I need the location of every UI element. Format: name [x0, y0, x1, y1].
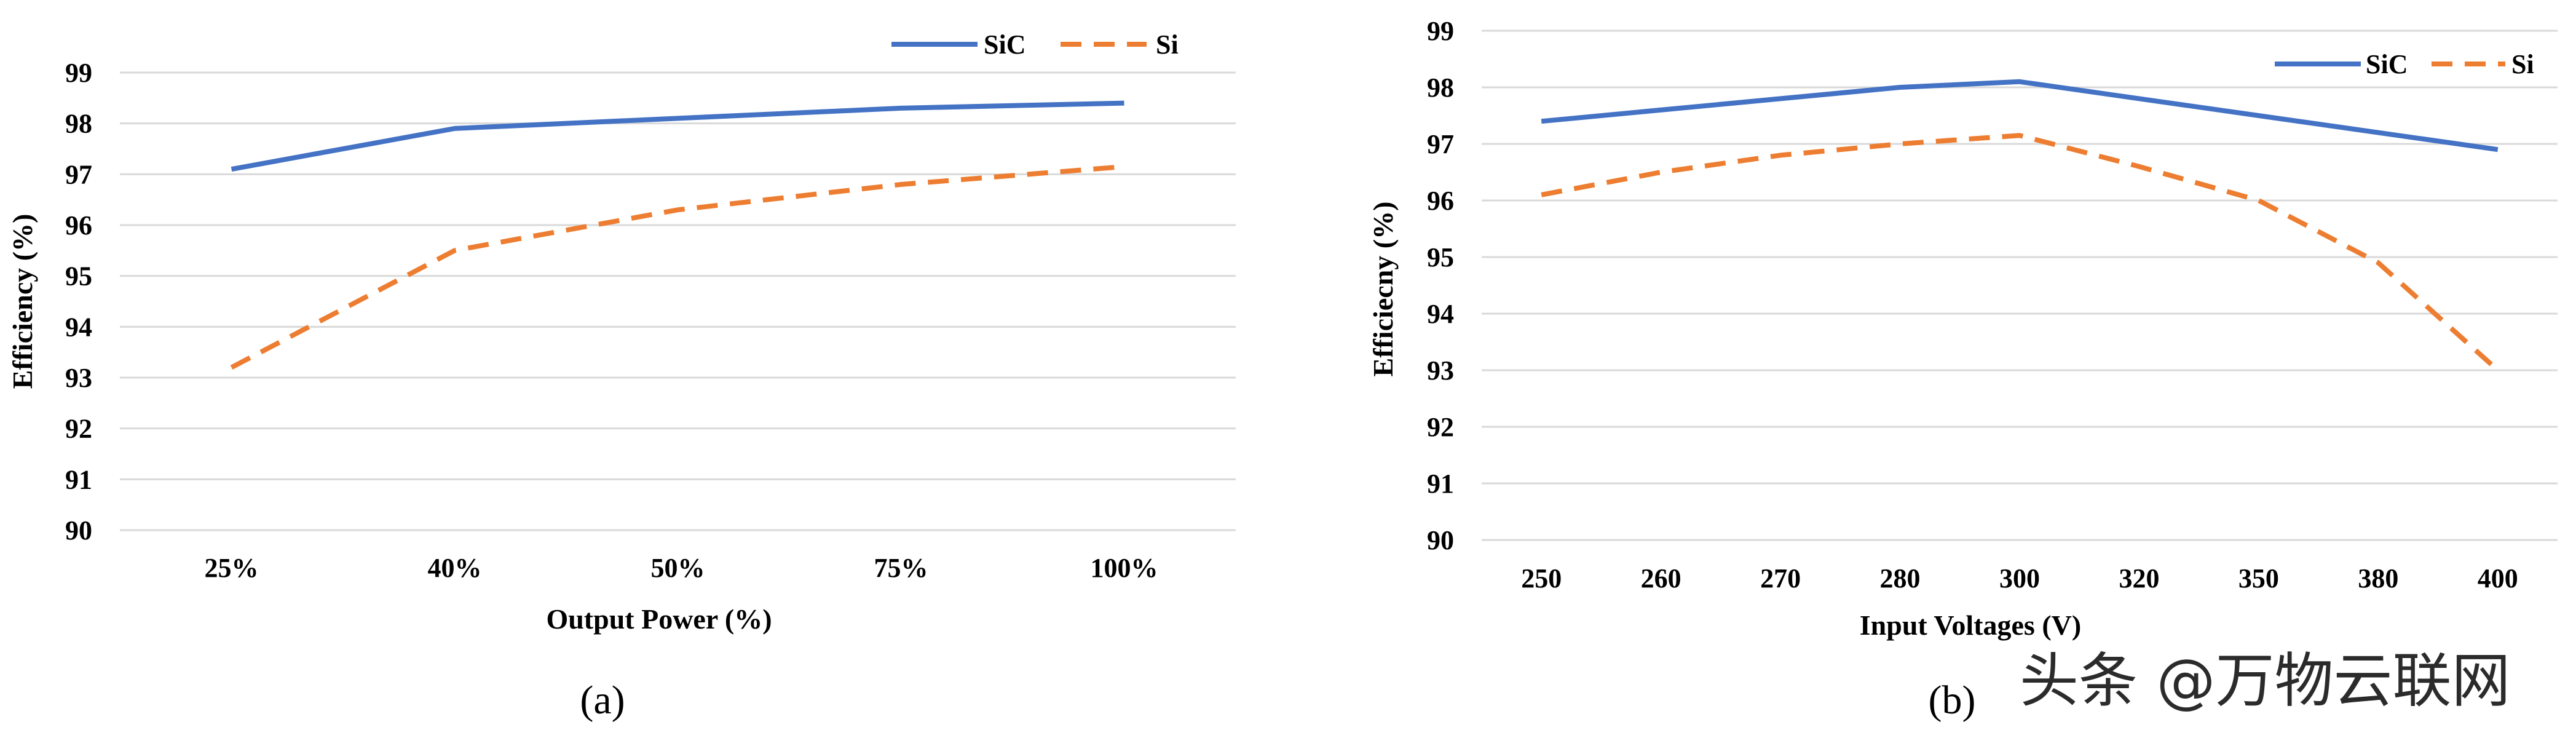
x-tick-label: 350 [2238, 563, 2279, 593]
y-axis-title: Efficiecny (%) [1367, 202, 1399, 377]
x-tick-label: 280 [1880, 563, 1921, 593]
panel-label: (a) [580, 678, 625, 723]
x-tick-label: 260 [1641, 563, 1681, 593]
chart-output-power: 90 91 92 93 94 95 96 97 98 99 25% 40% 50% 75% 100% Outp… [7, 30, 1236, 723]
x-tick-label: 300 [1999, 563, 2040, 593]
legend-label-si: Si [1156, 30, 1179, 60]
x-tick-label: 40% [428, 553, 482, 583]
legend-label-si: Si [2511, 49, 2534, 79]
panel-label: (b) [1929, 678, 1976, 723]
x-tick-label: 100% [1091, 553, 1158, 583]
y-axis-title: Efficiency (%) [7, 214, 38, 389]
legend: SiC Si [2275, 49, 2534, 79]
x-tick-label: 380 [2358, 563, 2398, 593]
y-tick-label: 90 [1427, 525, 1454, 555]
y-tick-label: 95 [65, 261, 92, 292]
x-tick-label: 250 [1521, 563, 1562, 593]
y-tick-label: 95 [1427, 242, 1454, 272]
x-tick-label: 75% [874, 553, 928, 583]
y-tick-label: 96 [1427, 186, 1454, 216]
y-tick-label: 98 [65, 109, 92, 139]
legend-label-sic: SiC [984, 30, 1025, 60]
y-tick-label: 99 [65, 58, 92, 88]
x-axis-title: Input Voltages (V) [1860, 609, 2081, 641]
series-line-si [230, 164, 1124, 370]
y-tick-label: 93 [1427, 355, 1454, 386]
x-tick-label: 320 [2119, 563, 2159, 593]
y-tick-label: 92 [1427, 412, 1454, 442]
legend-label-sic: SiC [2366, 49, 2408, 79]
y-tick-label: 93 [65, 363, 92, 393]
legend: SiC Si [891, 30, 1179, 60]
y-tick-label: 97 [65, 159, 92, 189]
watermark-text: 头条 @万物云联网 [2020, 646, 2511, 715]
y-tick-label: 97 [1427, 129, 1454, 159]
y-tick-label: 94 [1427, 299, 1454, 329]
y-tick-label: 90 [65, 515, 92, 546]
y-tick-label: 92 [65, 414, 92, 444]
series-line-sic [231, 100, 1124, 172]
x-tick-label: 25% [205, 553, 259, 583]
x-tick-label: 270 [1760, 563, 1801, 593]
y-tick-label: 99 [1427, 16, 1454, 46]
chart-input-voltage: 90 91 92 93 94 95 96 97 98 99 250 260 270 280 300 320 35… [1367, 16, 2558, 723]
y-tick-label: 91 [1427, 469, 1454, 499]
x-tick-label: 50% [651, 553, 705, 583]
y-tick-label: 91 [65, 464, 92, 494]
y-tick-label: 98 [1427, 73, 1454, 103]
x-axis-title: Output Power (%) [546, 603, 772, 635]
y-tick-label: 96 [65, 210, 92, 240]
y-tick-label: 94 [65, 312, 92, 342]
x-tick-label: 400 [2478, 563, 2518, 593]
series-line-sic [1541, 79, 2499, 153]
series-line-si [1541, 133, 2500, 372]
